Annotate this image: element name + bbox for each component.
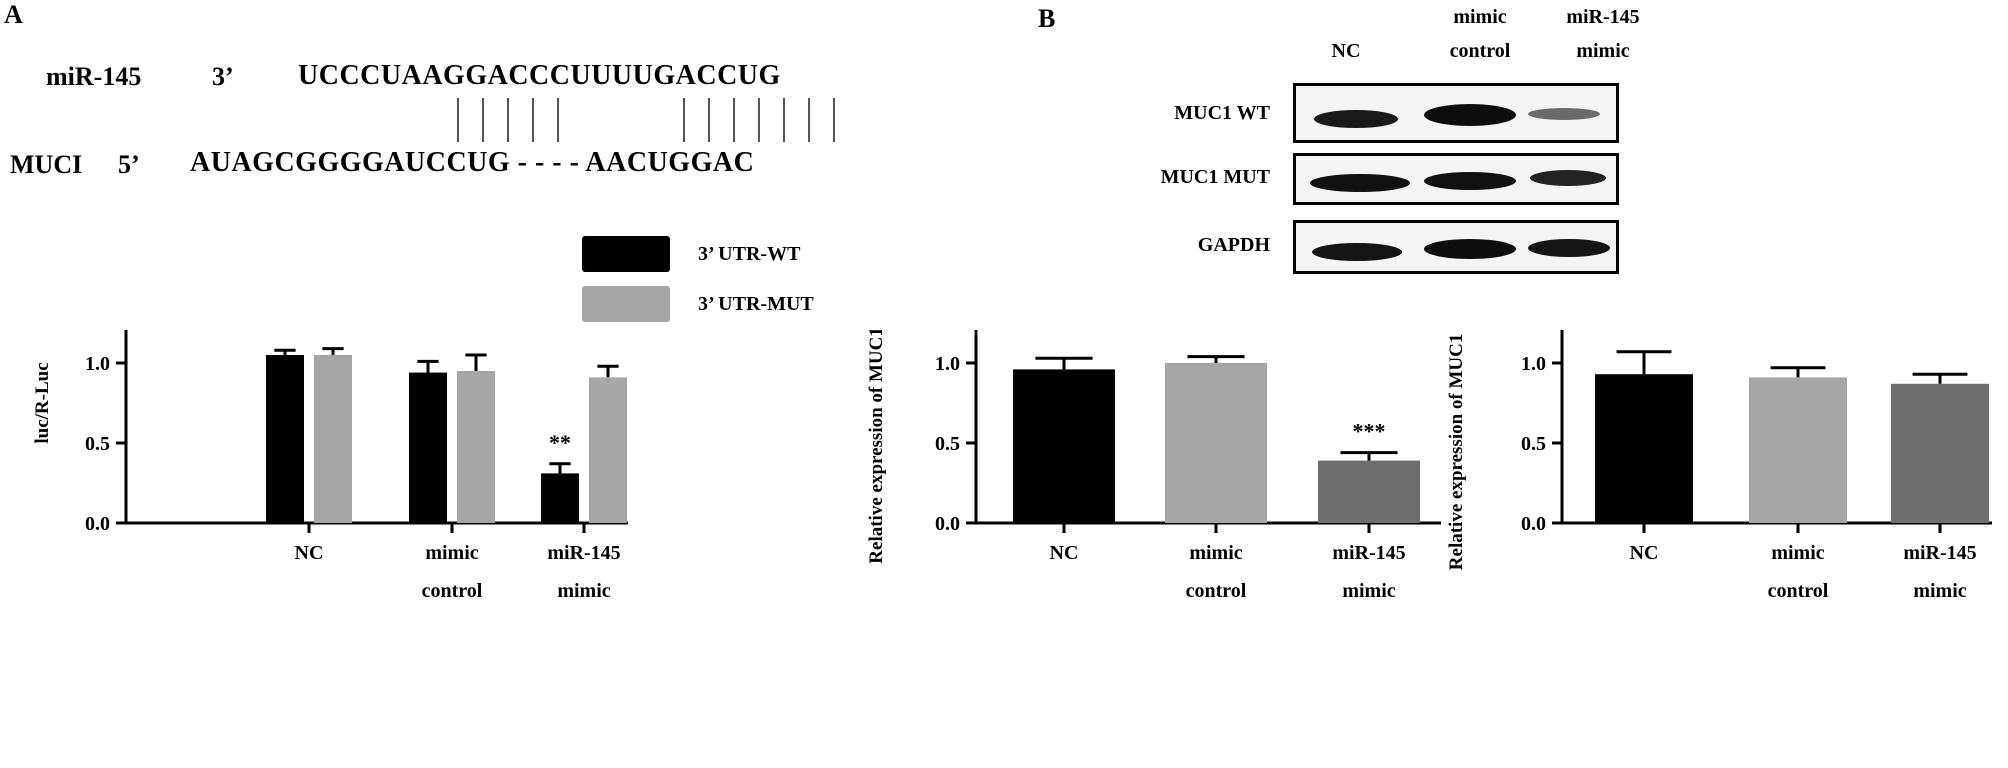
y-axis-title: luc/R-Luc bbox=[32, 362, 53, 443]
blot-image-muc1-wt bbox=[1293, 83, 1619, 143]
chart-luciferase: 0.00.51.01.5luc/R-LucNCmimiccontrolmiR-1… bbox=[32, 330, 628, 602]
significance-label: ** bbox=[549, 430, 571, 455]
panel-a-label: A bbox=[4, 0, 23, 29]
blot-column-nc-line1 bbox=[1296, 0, 1396, 34]
bar bbox=[1013, 369, 1115, 523]
muc-label: MUCI bbox=[10, 150, 83, 179]
x-tick-label: mimic bbox=[1771, 542, 1824, 564]
blot-column-nc: NC bbox=[1296, 0, 1396, 68]
x-tick-label: mimic bbox=[1189, 542, 1242, 564]
bar bbox=[457, 371, 495, 523]
muc-5prime-label: 5’ bbox=[118, 150, 140, 179]
x-tick-label: control bbox=[1768, 580, 1829, 602]
bar bbox=[266, 355, 304, 523]
x-tick-label: control bbox=[1186, 580, 1247, 602]
y-tick-label: 1.0 bbox=[1521, 353, 1546, 375]
y-tick-label: 1.0 bbox=[935, 353, 960, 375]
x-tick-label: mimic bbox=[1342, 580, 1395, 602]
blot-label-muc1-mut: MUC1 MUT bbox=[1160, 166, 1270, 188]
mir-3prime-label: 3’ bbox=[212, 62, 234, 91]
x-tick-label: control bbox=[422, 580, 483, 602]
panel-b-label: B bbox=[1038, 4, 1056, 33]
y-tick-label: 0.5 bbox=[935, 433, 960, 455]
x-tick-label: miR-145 bbox=[1903, 542, 1976, 564]
bar bbox=[409, 372, 447, 523]
bar bbox=[1749, 377, 1847, 523]
bar bbox=[1595, 374, 1693, 523]
blot-label-gapdh: GAPDH bbox=[1197, 234, 1270, 256]
bar bbox=[1165, 363, 1267, 523]
muc-sequence: AUAGCGGGGAUCCUG - - - - AACUGGAC bbox=[190, 147, 755, 178]
blot-image-gapdh bbox=[1293, 220, 1619, 274]
y-axis-title: Relative expression of MUC1 MUT (fold) bbox=[1446, 330, 1467, 570]
blot-label-muc1-wt: MUC1 WT bbox=[1174, 102, 1270, 124]
mir-sequence: UCCCUAAGGACCCUUUUGACCUG bbox=[298, 60, 781, 91]
blot-column-mir145-line1: miR-145 bbox=[1566, 6, 1640, 28]
y-tick-label: 0.0 bbox=[1521, 513, 1546, 535]
x-tick-label: miR-145 bbox=[547, 542, 620, 564]
blot-column-mir145-line2: mimic bbox=[1576, 40, 1630, 62]
legend-label-mut: 3’ UTR-MUT bbox=[698, 292, 814, 315]
legend-swatch-wt bbox=[582, 236, 670, 272]
x-tick-label: NC bbox=[1630, 542, 1659, 564]
legend-swatch-mut bbox=[582, 286, 670, 322]
x-tick-label: mimic bbox=[1913, 580, 1966, 602]
x-tick-label: NC bbox=[1050, 542, 1079, 564]
x-tick-label: NC bbox=[295, 542, 324, 564]
bar bbox=[314, 355, 352, 523]
y-tick-label: 0.5 bbox=[85, 433, 110, 455]
bar bbox=[589, 377, 627, 523]
x-tick-label: mimic bbox=[557, 580, 610, 602]
blot-column-nc-line2: NC bbox=[1331, 40, 1361, 62]
legend-item-mut: 3’ UTR-MUT bbox=[582, 286, 814, 322]
base-pairing-lines bbox=[457, 98, 835, 142]
blot-column-mir145: miR-145 mimic bbox=[1538, 0, 1668, 68]
y-axis-title: Relative expression of MUC1 WT (fold) bbox=[866, 330, 887, 564]
blot-column-mimic-control-line2: control bbox=[1449, 40, 1511, 62]
y-tick-label: 0.0 bbox=[935, 513, 960, 535]
legend-item-wt: 3’ UTR-WT bbox=[582, 236, 800, 272]
legend-label-wt: 3’ UTR-WT bbox=[698, 242, 801, 265]
chart-muc1-wt: 0.00.51.01.5Relative expression of MUC1 … bbox=[866, 330, 1441, 602]
chart-muc1-mut: 0.00.51.01.5Relative expression of MUC1 … bbox=[1446, 330, 1992, 602]
y-tick-label: 0.5 bbox=[1521, 433, 1546, 455]
bar bbox=[541, 473, 579, 523]
blot-image-muc1-mut bbox=[1293, 153, 1619, 205]
y-tick-label: 1.0 bbox=[85, 353, 110, 375]
bar bbox=[1318, 460, 1420, 523]
blot-column-mimic-control: mimic control bbox=[1420, 0, 1540, 68]
x-tick-label: miR-145 bbox=[1332, 542, 1405, 564]
bar bbox=[1891, 383, 1989, 523]
blot-column-mimic-control-line1: mimic bbox=[1453, 6, 1507, 28]
significance-label: *** bbox=[1353, 419, 1386, 444]
x-tick-label: mimic bbox=[425, 542, 478, 564]
y-tick-label: 0.0 bbox=[85, 513, 110, 535]
mir-label: miR-145 bbox=[46, 62, 142, 91]
